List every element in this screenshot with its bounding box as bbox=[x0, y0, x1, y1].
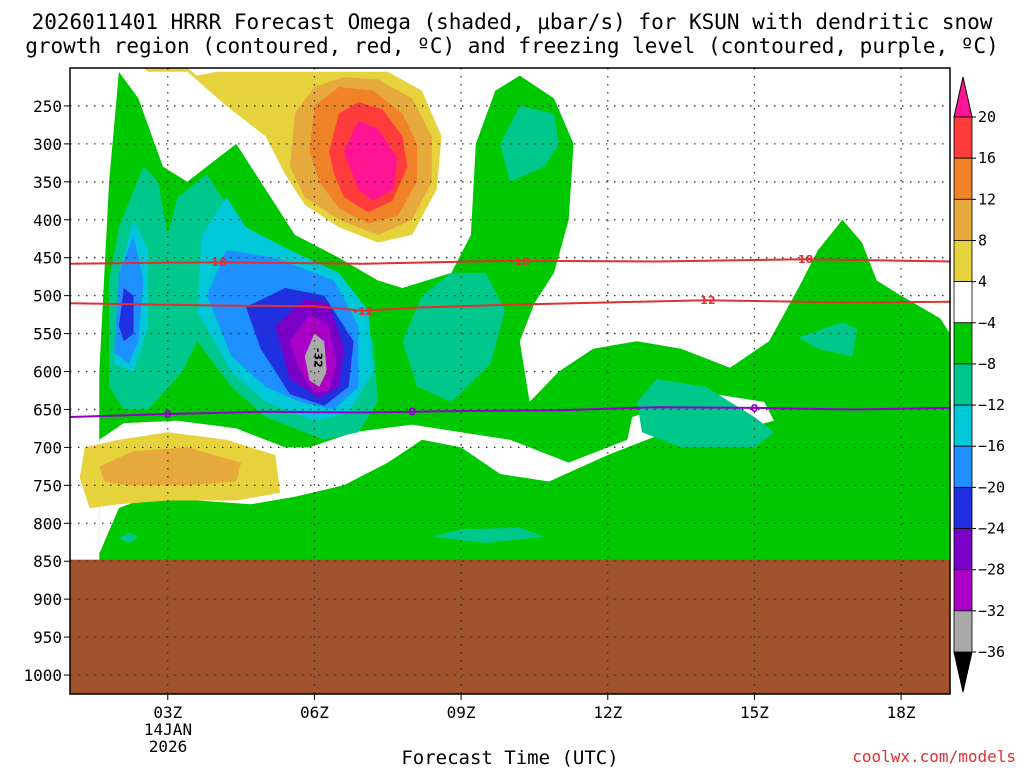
colorbar-label-7: −12 bbox=[978, 396, 1005, 414]
omega-region-24 bbox=[99, 447, 242, 486]
contour-label-2-1: 0 bbox=[408, 406, 416, 419]
y-tick-label-750: 750 bbox=[33, 476, 62, 495]
y-tick-label-850: 850 bbox=[33, 552, 62, 571]
colorbar-segment-12 bbox=[953, 610, 973, 653]
x-tick-label-09Z: 09Z bbox=[447, 703, 476, 722]
plot-area: -18 -18 -18 -12 -12 0 0 0 -32 bbox=[70, 68, 950, 694]
omega-region-6 bbox=[798, 322, 858, 357]
colorbar-label-12: −32 bbox=[978, 602, 1005, 620]
omega-region-22 bbox=[343, 121, 398, 201]
chart-title-line-2: growth region (contoured, red, ºC) and f… bbox=[25, 34, 999, 58]
omega-region-13 bbox=[118, 288, 134, 342]
colorbar-segment-4 bbox=[953, 281, 973, 324]
y-tick-label-600: 600 bbox=[33, 363, 62, 382]
colorbar-segment-8 bbox=[953, 445, 973, 488]
colorbar-label-0: 20 bbox=[978, 108, 996, 126]
y-tick-label-550: 550 bbox=[33, 325, 62, 344]
omega-region-5 bbox=[637, 379, 774, 448]
colorbar-label-13: −36 bbox=[978, 643, 1005, 661]
y-tick-label-250: 250 bbox=[33, 97, 62, 116]
y-tick-label-300: 300 bbox=[33, 135, 62, 154]
contour-line-1 bbox=[70, 299, 950, 312]
omega-min-label: -32 bbox=[311, 348, 324, 368]
colorbar-segment-0 bbox=[953, 116, 973, 159]
plot-frame bbox=[69, 67, 951, 695]
contour-label-1-0: -12 bbox=[353, 305, 373, 318]
gridlines bbox=[70, 68, 950, 694]
colorbar-label-6: −8 bbox=[978, 355, 996, 373]
contour-line-0 bbox=[70, 258, 950, 265]
terrain-fill bbox=[70, 559, 950, 694]
omega-region-4 bbox=[500, 105, 559, 182]
colorbar-extend-bottom bbox=[953, 651, 973, 693]
colorbar-label-5: −4 bbox=[978, 314, 996, 332]
y-tick-label-800: 800 bbox=[33, 514, 62, 533]
colorbar-segment-7 bbox=[953, 404, 973, 447]
colorbar-segment-11 bbox=[953, 569, 973, 612]
x-tick-label-18Z: 18Z bbox=[887, 703, 916, 722]
y-tick-label-450: 450 bbox=[33, 249, 62, 268]
chart-title-line-1: 2026011401 HRRR Forecast Omega (shaded, … bbox=[32, 10, 993, 34]
y-tick-label-500: 500 bbox=[33, 287, 62, 306]
contour-layer: -18 -18 -18 -12 -12 0 0 0 -32 bbox=[70, 253, 950, 421]
contour-label-2-2: 0 bbox=[751, 402, 759, 415]
colorbar: 20 16 12 8 4 −4 −8 −12 −16 −20 −24 −28 −32 −36 bbox=[953, 76, 1005, 693]
y-axis: 250 300 350 400 450 500 550 600 650 700 750 800 850 9… bbox=[23, 97, 70, 685]
colorbar-label-3: 8 bbox=[978, 231, 987, 249]
y-tick-label-700: 700 bbox=[33, 438, 62, 457]
date-label-day: 14JAN bbox=[144, 720, 192, 739]
colorbar-label-8: −16 bbox=[978, 437, 1005, 455]
colorbar-segment-3 bbox=[953, 240, 973, 283]
contour-label-0-2: -18 bbox=[793, 253, 813, 266]
contour-label-2-0: 0 bbox=[164, 408, 172, 421]
contour-line-2 bbox=[70, 406, 950, 418]
date-label-year: 2026 bbox=[149, 737, 188, 756]
omega-region-7 bbox=[431, 527, 545, 543]
y-tick-label-900: 900 bbox=[33, 590, 62, 609]
colorbar-segment-5 bbox=[953, 322, 973, 365]
y-tick-label-950: 950 bbox=[33, 628, 62, 647]
x-tick-label-03Z: 03Z bbox=[153, 703, 182, 722]
colorbar-label-4: 4 bbox=[978, 273, 987, 291]
omega-region-8 bbox=[118, 532, 139, 543]
colorbar-segment-1 bbox=[953, 157, 973, 200]
colorbar-segment-2 bbox=[953, 198, 973, 241]
colorbar-segment-9 bbox=[953, 486, 973, 529]
colorbar-label-11: −28 bbox=[978, 561, 1005, 579]
omega-region-17 bbox=[304, 333, 327, 387]
colorbar-label-1: 16 bbox=[978, 149, 996, 167]
colorbar-label-10: −24 bbox=[978, 520, 1005, 538]
contour-label-0-1: -18 bbox=[510, 255, 530, 268]
y-tick-label-1000: 1000 bbox=[23, 666, 62, 685]
colorbar-label-9: −20 bbox=[978, 478, 1005, 496]
contour-label-0-0: -18 bbox=[207, 256, 227, 269]
colorbar-segment-6 bbox=[953, 363, 973, 406]
colorbar-label-2: 12 bbox=[978, 190, 996, 208]
x-tick-label-06Z: 06Z bbox=[300, 703, 329, 722]
omega-shading bbox=[79, 68, 950, 562]
terrain-layer bbox=[70, 559, 950, 694]
x-axis: 03Z 06Z 09Z 12Z 15Z 18Z bbox=[153, 694, 916, 722]
y-tick-label-350: 350 bbox=[33, 173, 62, 192]
x-axis-label: Forecast Time (UTC) bbox=[401, 747, 618, 768]
y-tick-label-400: 400 bbox=[33, 211, 62, 230]
credit-text: coolwx.com/models bbox=[852, 747, 1016, 766]
x-tick-label-15Z: 15Z bbox=[740, 703, 769, 722]
colorbar-extend-top bbox=[953, 76, 973, 118]
contour-label-1-1: -12 bbox=[696, 294, 716, 307]
colorbar-segment-10 bbox=[953, 528, 973, 571]
x-tick-label-12Z: 12Z bbox=[593, 703, 622, 722]
y-tick-label-650: 650 bbox=[33, 400, 62, 419]
